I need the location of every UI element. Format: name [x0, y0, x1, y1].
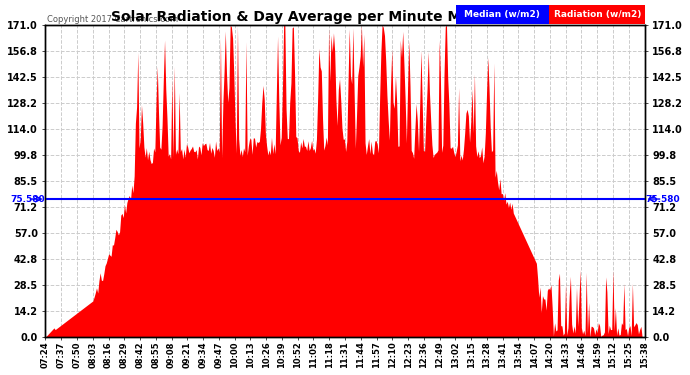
Text: 75.580: 75.580 [10, 195, 45, 204]
Text: 75.580: 75.580 [645, 195, 680, 204]
Text: Radiation (w/m2): Radiation (w/m2) [553, 10, 641, 20]
Text: Median (w/m2): Median (w/m2) [464, 10, 540, 20]
Text: Copyright 2017 Cartronics.com: Copyright 2017 Cartronics.com [47, 15, 178, 24]
FancyBboxPatch shape [549, 6, 645, 24]
Title: Solar Radiation & Day Average per Minute Mon Dec 4 15:51: Solar Radiation & Day Average per Minute… [111, 10, 579, 24]
FancyBboxPatch shape [456, 6, 549, 24]
